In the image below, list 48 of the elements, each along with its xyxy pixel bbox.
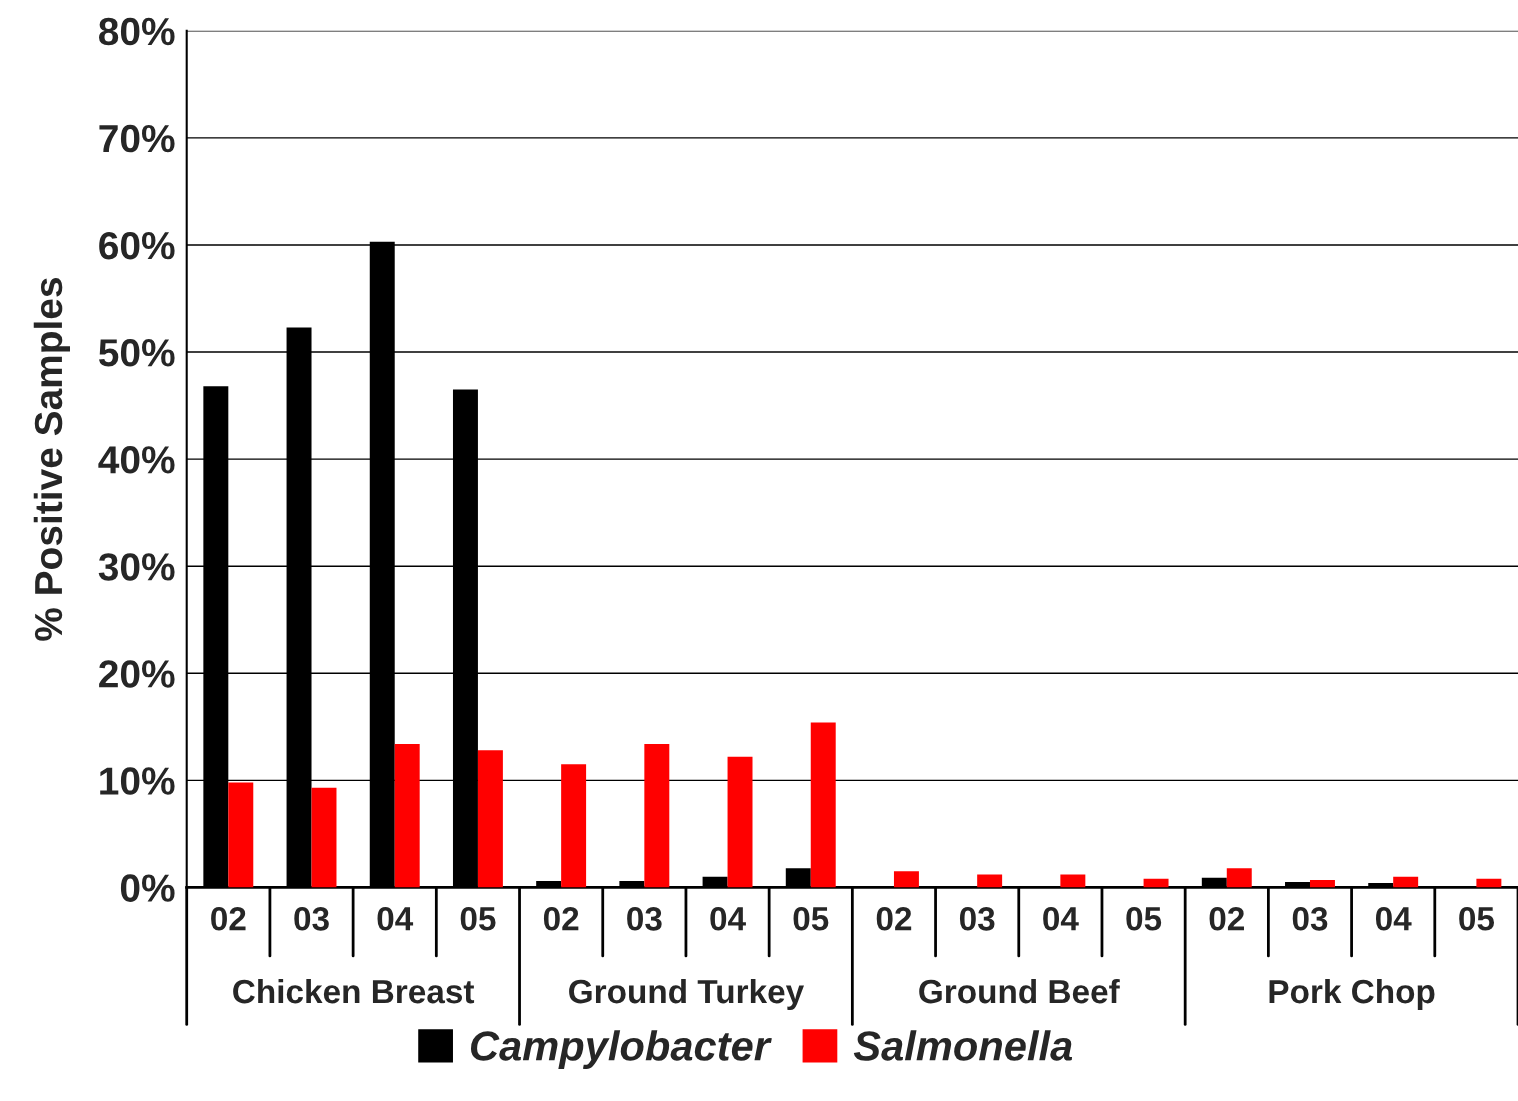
x-tick-label: 05 — [1126, 907, 1162, 931]
bar — [727, 756, 753, 888]
x-tick-label: 02 — [1209, 907, 1244, 931]
x-tick-label: 04 — [377, 907, 414, 931]
bar — [977, 874, 1003, 888]
x-tick-label: 04 — [1375, 907, 1412, 931]
y-tick-label: 70% — [99, 124, 175, 153]
bar — [311, 787, 337, 888]
bar — [1060, 874, 1086, 888]
bar — [1393, 876, 1419, 888]
bar — [477, 750, 503, 888]
y-axis-title: % Positive Samples — [33, 278, 70, 641]
y-tick-label: 50% — [98, 338, 175, 367]
x-tick-label: 03 — [294, 907, 329, 931]
text: Chicken Breast — [233, 978, 475, 1004]
x-tick-label: 05 — [1459, 907, 1495, 931]
x-tick-label: 02 — [876, 907, 912, 931]
x-tick-label: 05 — [793, 907, 829, 931]
bar — [644, 743, 670, 888]
bar — [810, 722, 836, 888]
y-tick-label: 30% — [98, 553, 175, 581]
legend-label: Campylobacter — [470, 1030, 772, 1070]
bar — [1226, 868, 1252, 888]
y-tick-label: 0% — [120, 874, 175, 902]
text: Ground Turkey — [569, 978, 804, 1011]
y-tick-label: 10% — [100, 767, 175, 795]
x-tick-label: 03 — [1292, 907, 1328, 931]
bar — [1309, 879, 1335, 888]
bar — [1143, 878, 1169, 888]
bar — [1476, 878, 1502, 888]
x-tick-label: 05 — [460, 907, 496, 931]
bar — [561, 764, 587, 888]
y-tick-label: 20% — [99, 660, 175, 688]
x-tick-label: 02 — [543, 907, 579, 931]
y-tick-label: 40% — [98, 446, 175, 474]
bar — [394, 743, 420, 888]
legend-label: Salmonella — [853, 1030, 1073, 1061]
text: Ground Beef — [919, 978, 1120, 1004]
bar — [893, 871, 919, 888]
bar — [228, 782, 254, 888]
x-tick-label: 04 — [710, 907, 746, 931]
x-tick-label: 02 — [211, 907, 246, 931]
x-tick-label: 03 — [959, 907, 995, 931]
y-tick-label: 80% — [99, 17, 175, 46]
x-tick-label: 04 — [1043, 907, 1079, 931]
y-tick-label: 60% — [99, 231, 175, 260]
text: Pork Chop — [1269, 978, 1435, 1011]
x-tick-label: 03 — [627, 907, 662, 931]
